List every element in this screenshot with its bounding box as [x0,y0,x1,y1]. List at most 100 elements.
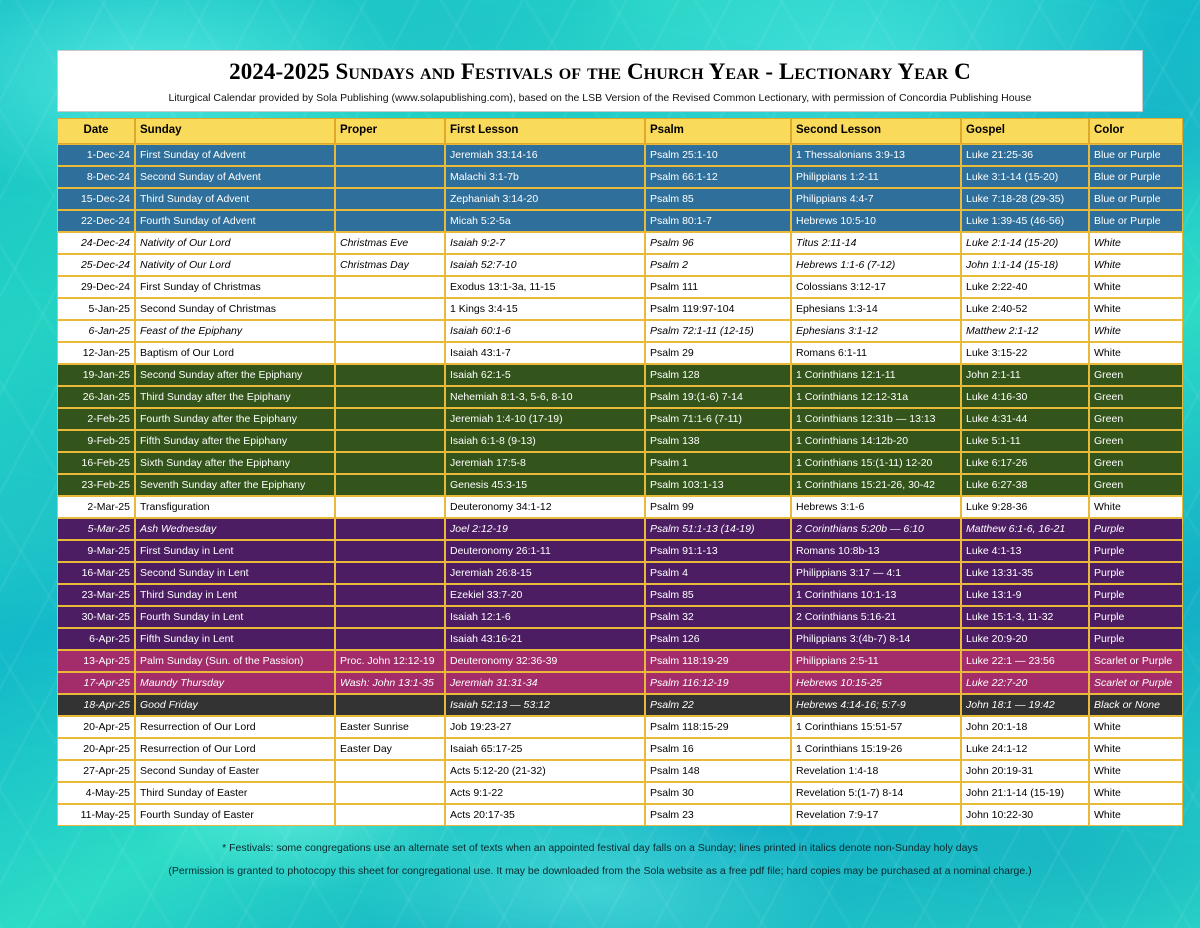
cell-sunday: Third Sunday of Advent [135,188,335,210]
table-row[interactable]: 30-Mar-25 Fourth Sunday in Lent Isaiah 12:… [57,606,1183,628]
cell-color: Blue or Purple [1089,166,1183,188]
cell-psalm: Psalm 119:97-104 [645,298,791,320]
cell-second-lesson: 1 Corinthians 12:1-11 [791,364,961,386]
table-row[interactable]: 16-Mar-25 Second Sunday in Lent Jeremiah 2… [57,562,1183,584]
cell-date: 5-Jan-25 [57,298,135,320]
cell-sunday: Transfiguration [135,496,335,518]
cell-gospel: John 10:22-30 [961,804,1089,826]
table-row[interactable]: 18-Apr-25 Good Friday Isaiah 52:13 — 53:12… [57,694,1183,716]
cell-second-lesson: Ephesians 3:1-12 [791,320,961,342]
cell-color: White [1089,342,1183,364]
table-row[interactable]: 29-Dec-24 First Sunday of Christmas Exodus… [57,276,1183,298]
cell-first-lesson: Acts 20:17-35 [445,804,645,826]
table-row[interactable]: 8-Dec-24 Second Sunday of Advent Malachi 3… [57,166,1183,188]
cell-date: 20-Apr-25 [57,716,135,738]
cell-proper: Proc. John 12:12-19 [335,650,445,672]
cell-gospel: Luke 2:1-14 (15-20) [961,232,1089,254]
cell-second-lesson: Ephesians 1:3-14 [791,298,961,320]
table-row[interactable]: 5-Mar-25 Ash Wednesday Joel 2:12-19 Psalm 5… [57,518,1183,540]
footer-festivals-note: * Festivals: some congregations use an a… [222,842,978,854]
table-row[interactable]: 2-Feb-25 Fourth Sunday after the Epiphany… [57,408,1183,430]
cell-color: White [1089,320,1183,342]
cell-date: 17-Apr-25 [57,672,135,694]
table-row[interactable]: 19-Jan-25 Second Sunday after the Epiphan… [57,364,1183,386]
cell-proper: Christmas Eve [335,232,445,254]
cell-color: Blue or Purple [1089,188,1183,210]
table-row[interactable]: 27-Apr-25 Second Sunday of Easter Acts 5:1… [57,760,1183,782]
cell-second-lesson: 2 Corinthians 5:20b — 6:10 [791,518,961,540]
cell-proper [335,628,445,650]
table-row[interactable]: 6-Jan-25 Feast of the Epiphany Isaiah 60:1… [57,320,1183,342]
table-row[interactable]: 13-Apr-25 Palm Sunday (Sun. of the Passio… [57,650,1183,672]
cell-proper: Christmas Day [335,254,445,276]
column-header-psalm[interactable]: Psalm [645,118,791,144]
cell-psalm: Psalm 103:1-13 [645,474,791,496]
cell-second-lesson: Revelation 1:4-18 [791,760,961,782]
cell-sunday: Fifth Sunday in Lent [135,628,335,650]
table-row[interactable]: 16-Feb-25 Sixth Sunday after the Epiphany… [57,452,1183,474]
cell-gospel: John 20:19-31 [961,760,1089,782]
title-banner: 2024-2025 Sundays and Festivals of the C… [57,50,1143,112]
cell-date: 27-Apr-25 [57,760,135,782]
cell-proper: Easter Day [335,738,445,760]
cell-sunday: Seventh Sunday after the Epiphany [135,474,335,496]
cell-sunday: Sixth Sunday after the Epiphany [135,452,335,474]
table-row[interactable]: 9-Feb-25 Fifth Sunday after the Epiphany I… [57,430,1183,452]
cell-color: Purple [1089,606,1183,628]
column-header-sunday[interactable]: Sunday [135,118,335,144]
cell-sunday: Ash Wednesday [135,518,335,540]
cell-first-lesson: Ezekiel 33:7-20 [445,584,645,606]
cell-first-lesson: Genesis 45:3-15 [445,474,645,496]
table-row[interactable]: 22-Dec-24 Fourth Sunday of Advent Micah 5:… [57,210,1183,232]
cell-color: Green [1089,452,1183,474]
cell-first-lesson: Jeremiah 33:14-16 [445,144,645,166]
cell-psalm: Psalm 16 [645,738,791,760]
cell-color: White [1089,716,1183,738]
cell-gospel: Luke 6:27-38 [961,474,1089,496]
cell-date: 19-Jan-25 [57,364,135,386]
cell-gospel: Luke 2:40-52 [961,298,1089,320]
table-row[interactable]: 11-May-25 Fourth Sunday of Easter Acts 20:… [57,804,1183,826]
table-row[interactable]: 15-Dec-24 Third Sunday of Advent Zephaniah… [57,188,1183,210]
cell-psalm: Psalm 19:(1-6) 7-14 [645,386,791,408]
cell-gospel: Luke 4:1-13 [961,540,1089,562]
cell-date: 15-Dec-24 [57,188,135,210]
table-row[interactable]: 1-Dec-24 First Sunday of Advent Jeremiah 3… [57,144,1183,166]
table-row[interactable]: 12-Jan-25 Baptism of Our Lord Isaiah 43:1-… [57,342,1183,364]
table-row[interactable]: 17-Apr-25 Maundy Thursday Wash: John 13:1-… [57,672,1183,694]
cell-first-lesson: Deuteronomy 26:1-11 [445,540,645,562]
cell-proper [335,276,445,298]
cell-sunday: Second Sunday after the Epiphany [135,364,335,386]
cell-proper [335,562,445,584]
table-row[interactable]: 26-Jan-25 Third Sunday after the Epiphany… [57,386,1183,408]
table-row[interactable]: 23-Mar-25 Third Sunday in Lent Ezekiel 33:… [57,584,1183,606]
cell-color: Black or None [1089,694,1183,716]
table-row[interactable]: 23-Feb-25 Seventh Sunday after the Epipha… [57,474,1183,496]
table-row[interactable]: 20-Apr-25 Resurrection of Our Lord Easter … [57,738,1183,760]
table-row[interactable]: 20-Apr-25 Resurrection of Our Lord Easter … [57,716,1183,738]
cell-proper [335,474,445,496]
table-row[interactable]: 4-May-25 Third Sunday of Easter Acts 9:1-2… [57,782,1183,804]
column-header-gospel[interactable]: Gospel [961,118,1089,144]
table-row[interactable]: 25-Dec-24 Nativity of Our Lord Christmas D… [57,254,1183,276]
table-row[interactable]: 6-Apr-25 Fifth Sunday in Lent Isaiah 43:16… [57,628,1183,650]
cell-psalm: Psalm 25:1-10 [645,144,791,166]
column-header-color[interactable]: Color [1089,118,1183,144]
cell-second-lesson: 1 Corinthians 15:19-26 [791,738,961,760]
table-row[interactable]: 5-Jan-25 Second Sunday of Christmas 1 King… [57,298,1183,320]
table-row[interactable]: 2-Mar-25 Transfiguration Deuteronomy 34:1-… [57,496,1183,518]
column-header-second-lesson[interactable]: Second Lesson [791,118,961,144]
column-header-date[interactable]: Date [57,118,135,144]
table-row[interactable]: 24-Dec-24 Nativity of Our Lord Christmas E… [57,232,1183,254]
cell-proper [335,584,445,606]
cell-first-lesson: Acts 5:12-20 (21-32) [445,760,645,782]
column-header-proper[interactable]: Proper [335,118,445,144]
cell-sunday: First Sunday of Advent [135,144,335,166]
cell-color: Scarlet or Purple [1089,650,1183,672]
cell-second-lesson: 1 Corinthians 15:21-26, 30-42 [791,474,961,496]
cell-proper [335,452,445,474]
table-row[interactable]: 9-Mar-25 First Sunday in Lent Deuteronomy … [57,540,1183,562]
column-header-first-lesson[interactable]: First Lesson [445,118,645,144]
table-header: Date Sunday Proper First Lesson Psalm Se… [57,118,1183,144]
cell-first-lesson: Isaiah 52:13 — 53:12 [445,694,645,716]
